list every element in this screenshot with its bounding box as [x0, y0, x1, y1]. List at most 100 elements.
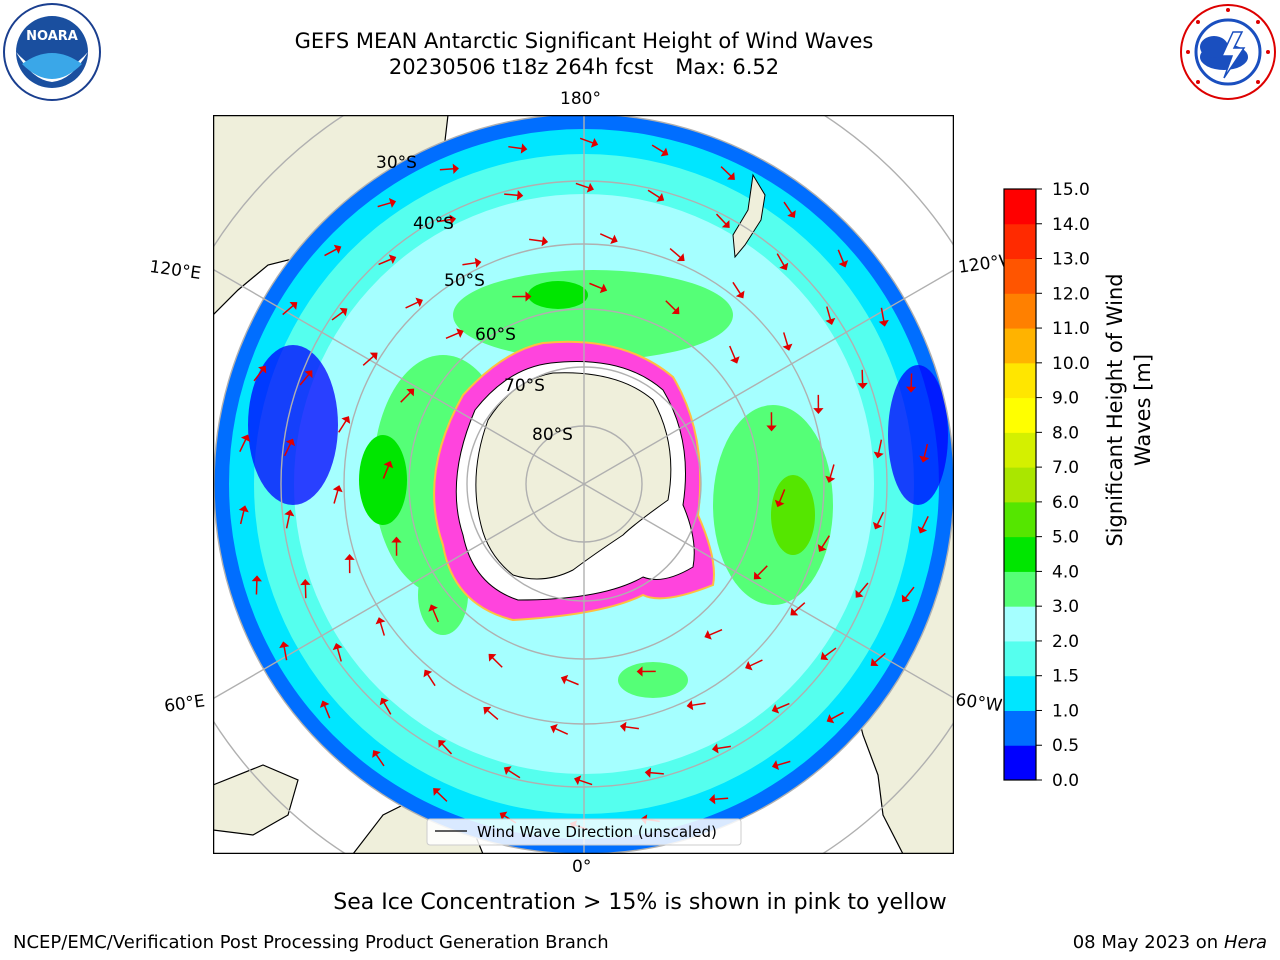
wind-wave-arrowhead — [516, 190, 524, 201]
wind-wave-arrowhead — [332, 643, 343, 651]
wind-wave-arrow — [508, 145, 523, 150]
wind-wave-arrowhead — [372, 750, 381, 758]
footer-machine: Hera — [1223, 932, 1267, 953]
wind-wave-arrowhead — [870, 658, 879, 666]
wind-wave-arrowhead — [872, 521, 883, 530]
new-zealand-land — [732, 173, 766, 259]
wind-wave-arrow — [904, 586, 915, 599]
colorbar-label-line1: Significant Height of Wind — [1103, 273, 1127, 547]
colorbar-tick-label: 4.0 — [1052, 562, 1079, 582]
wind-wave-arrow — [880, 307, 885, 322]
colorbar-band — [1004, 501, 1036, 538]
colorbar: 0.0 0.5 1.0 1.5 2.0 3.0 4.0 5.0 6.0 7.0 8.0 9.0 10.0… — [1003, 180, 1090, 790]
wind-wave-arrow — [729, 345, 736, 360]
madagascar-land — [213, 764, 299, 836]
colorbar-tick-label: 10.0 — [1052, 354, 1090, 374]
wind-wave-arrow — [529, 238, 544, 243]
wind-wave-arrowhead — [619, 721, 627, 732]
wind-wave-arrow — [669, 247, 682, 259]
wind-wave-arrow — [647, 189, 661, 199]
wind-wave-arrowhead — [339, 307, 348, 317]
wind-wave-arrowhead — [525, 291, 532, 302]
wind-wave-arrowhead — [251, 575, 262, 582]
max-value: Max: 6.52 — [675, 55, 780, 79]
wind-wave-arrow — [783, 201, 793, 215]
wind-wave-arrowhead — [375, 617, 386, 625]
wind-wave-arrowhead — [671, 306, 680, 315]
colorbar-band — [1004, 328, 1036, 364]
wind-wave-arrow — [324, 248, 338, 257]
colorbar-band — [1004, 606, 1036, 642]
wind-wave-arrowhead — [388, 254, 397, 265]
sea-ice-note: Sea Ice Concentration > 15% is shown in … — [333, 890, 947, 915]
wind-wave-arrowhead — [901, 594, 910, 603]
lat-label-50s: 50°S — [444, 271, 485, 291]
wind-wave-arrowhead — [456, 328, 464, 338]
wind-wave-arrow — [565, 678, 579, 686]
wind-wave-arrow — [362, 355, 375, 366]
wind-wave-arrowhead — [452, 163, 459, 174]
wind-wave-arrow — [715, 213, 727, 225]
colorbar-label-line2: Waves [m] — [1131, 353, 1155, 467]
colorbar-band — [1004, 397, 1036, 433]
wind-wave-arrow — [239, 438, 247, 453]
noaa-logo-icon: NOARA — [3, 3, 101, 101]
wind-wave-arrowhead — [704, 630, 712, 640]
wind-wave-arrowhead — [782, 343, 793, 351]
colorbar-tick-label: 11.0 — [1052, 319, 1090, 339]
wind-wave-arrowhead — [499, 811, 508, 821]
colorbar-band — [1004, 745, 1036, 781]
wind-wave-arrowhead — [813, 408, 824, 415]
wind-wave-arrow — [578, 779, 593, 786]
wind-wave-arrowhead — [820, 651, 829, 661]
colorbar-tick-label: 1.0 — [1052, 701, 1079, 721]
wind-wave-arrow — [716, 745, 731, 750]
lon-label-180: 180° — [560, 89, 601, 109]
wind-wave-arrowhead — [344, 553, 355, 560]
wind-wave-arrow — [426, 673, 436, 687]
wind-wave-arrow — [331, 310, 344, 321]
wind-wave-arrowhead — [711, 743, 719, 754]
wind-wave-arrow — [793, 602, 806, 613]
wind-wave-arrow — [439, 167, 454, 171]
wind-wave-arrow — [441, 743, 453, 755]
wind-wave-arrow — [283, 646, 288, 661]
colorbar-tick-label: 2.0 — [1052, 632, 1079, 652]
wind-wave-arrowhead — [284, 509, 295, 517]
colorbar-band — [1004, 536, 1036, 572]
wind-wave-arrowhead — [838, 260, 849, 268]
wind-wave-arrowhead — [333, 244, 342, 254]
wind-wave-arrowhead — [574, 775, 582, 786]
wind-wave-arrow — [554, 727, 569, 735]
wind-wave-arrowhead — [817, 544, 827, 552]
colorbar-band — [1004, 571, 1036, 607]
colorbar-tick-label: 7.0 — [1052, 458, 1079, 478]
colorbar-tick-label: 8.0 — [1052, 423, 1079, 443]
wind-wave-arrowhead — [676, 253, 685, 262]
wind-wave-arrowhead — [488, 653, 497, 662]
wind-wave-arrowhead — [599, 283, 608, 294]
wind-wave-arrowhead — [423, 669, 433, 678]
wind-wave-arrowhead — [878, 319, 889, 327]
wind-wave-arrowhead — [660, 147, 669, 157]
wind-wave-arrowhead — [332, 485, 343, 493]
wind-wave-arrow — [776, 760, 791, 767]
lon-label-0: 0° — [572, 857, 592, 877]
wind-wave-arrow — [708, 629, 723, 636]
wind-wave-arrow — [877, 439, 883, 454]
lon-label-120e: 120°E — [148, 257, 203, 285]
colorbar-tick-label: 14.0 — [1052, 215, 1090, 235]
wind-wave-arrowhead — [656, 193, 665, 202]
wind-wave-arrowhead — [279, 641, 290, 649]
wind-wave-arrowhead — [383, 460, 394, 469]
wind-wave-arrowhead — [917, 525, 928, 534]
wind-wave-arrowhead — [790, 607, 799, 616]
wind-wave-arrowhead — [774, 499, 785, 508]
wind-wave-arrowhead — [906, 386, 917, 393]
lat-label-80s: 80°S — [532, 425, 573, 445]
wind-wave-arrow — [504, 193, 519, 197]
wind-wave-arrow — [921, 515, 929, 530]
wind-wave-arrowhead — [721, 220, 730, 228]
map-legend: Wind Wave Direction (unscaled) — [426, 818, 742, 846]
wind-wave-arrowhead — [787, 210, 796, 218]
